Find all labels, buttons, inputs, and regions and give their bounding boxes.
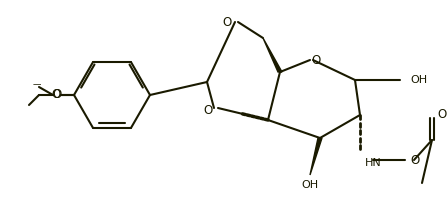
Text: OH: OH: [302, 180, 319, 190]
Polygon shape: [310, 138, 322, 175]
Text: O: O: [52, 88, 62, 101]
Text: O: O: [410, 154, 419, 166]
Text: O: O: [52, 88, 60, 101]
Text: HN: HN: [365, 158, 382, 168]
Text: OH: OH: [410, 75, 427, 85]
Text: O: O: [222, 16, 232, 28]
Text: O: O: [437, 108, 446, 122]
Polygon shape: [263, 38, 282, 72]
Text: O: O: [203, 104, 213, 118]
Text: O: O: [311, 53, 321, 67]
Text: —: —: [33, 81, 41, 90]
